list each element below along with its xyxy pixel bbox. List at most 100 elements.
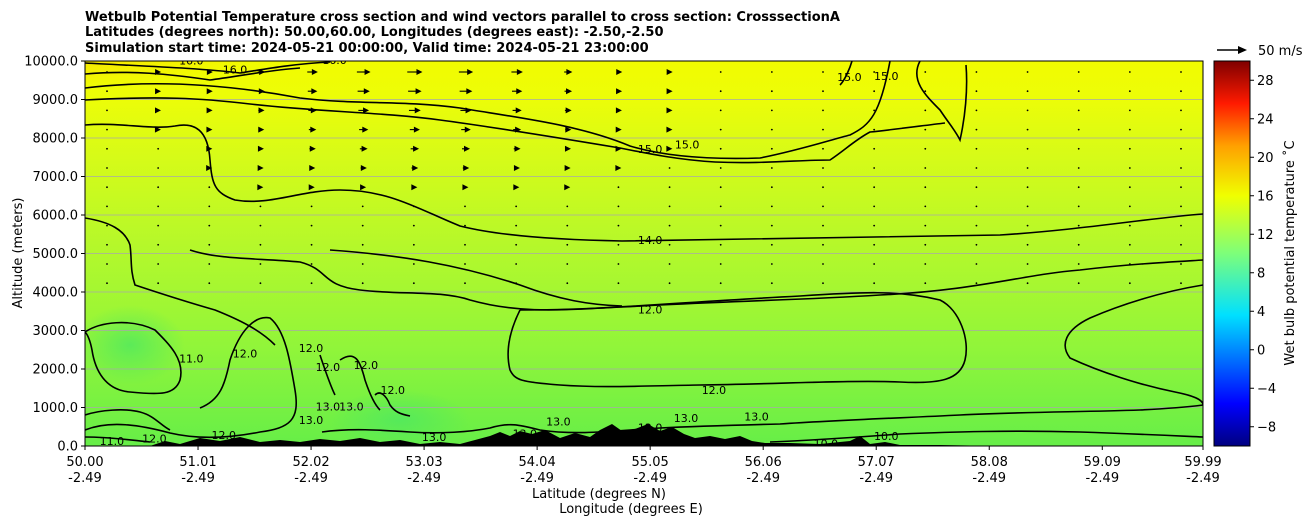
- wind-vector: [822, 128, 824, 131]
- x-tick-label-lat: 53.03: [405, 455, 442, 470]
- wind-vector: [208, 263, 211, 265]
- wind-vector: [617, 282, 620, 285]
- wind-vector: [975, 263, 978, 265]
- wind-vector: [1077, 243, 1080, 246]
- wind-vector: [822, 71, 824, 73]
- wind-vector: [770, 71, 773, 73]
- x-tick-label-lat: 57.07: [858, 455, 895, 470]
- wind-vector: [668, 224, 671, 227]
- wind-vector: [106, 128, 108, 131]
- wind-vector-head: [463, 165, 470, 171]
- wind-vector: [157, 282, 160, 285]
- wind-vector: [208, 186, 211, 189]
- wind-vector-head: [415, 88, 422, 95]
- wind-vector: [822, 90, 824, 93]
- wind-vector: [106, 205, 108, 208]
- contour-label: 16.0: [223, 63, 248, 76]
- wind-vector: [361, 224, 364, 227]
- wind-vector: [412, 263, 415, 265]
- wind-vector-head: [311, 69, 318, 75]
- wind-vector: [975, 205, 978, 208]
- contour-label: 10.0: [874, 430, 899, 443]
- contour-15: [85, 123, 1203, 242]
- colorbar-tick-label: 20: [1257, 151, 1274, 166]
- contour-12: [507, 291, 967, 388]
- wind-vector: [975, 147, 978, 150]
- wind-vector: [975, 128, 978, 131]
- wind-vector: [770, 263, 773, 265]
- wind-vector: [873, 205, 876, 208]
- x-tick-label-lon: -2.49: [520, 471, 554, 486]
- wind-vector-head: [564, 165, 571, 171]
- wind-vector: [259, 205, 262, 208]
- wind-vector: [106, 186, 108, 189]
- wind-vector: [157, 224, 160, 227]
- contour-label: 16.0: [322, 54, 347, 67]
- wind-vector-head: [515, 126, 522, 133]
- contour-label: 12.0: [316, 361, 341, 374]
- wind-vector: [924, 90, 927, 93]
- wind-vector: [873, 71, 876, 73]
- contour-label: 12.0: [354, 359, 379, 372]
- x-tick-label-lat: 56.06: [745, 455, 782, 470]
- wind-vector: [1077, 167, 1080, 169]
- wind-vector-head: [462, 184, 469, 191]
- wind-vector-head: [363, 88, 370, 95]
- wind-vector-head: [155, 69, 162, 75]
- wind-vector-head: [155, 88, 162, 95]
- x-tick-label-lon: -2.49: [859, 471, 893, 486]
- wind-vector-head: [666, 126, 673, 133]
- wind-vector-head: [206, 145, 213, 152]
- contour-label: 13.0: [744, 411, 769, 424]
- contour-label: 13.0: [513, 427, 538, 440]
- wind-vector-head: [416, 69, 423, 75]
- wind-vector-head: [514, 145, 521, 152]
- wind-vector: [1180, 282, 1182, 285]
- contour-12: [374, 392, 411, 417]
- wind-vector: [106, 109, 108, 112]
- wind-vector: [924, 205, 927, 208]
- wind-vector: [975, 109, 978, 112]
- wind-vector: [157, 263, 160, 265]
- contour-15: [839, 61, 853, 86]
- grid-lines: [85, 99, 1203, 408]
- wind-vector-head: [412, 165, 419, 171]
- wind-vector: [106, 90, 108, 93]
- x-axis-label-latitude: Latitude (degrees N): [532, 487, 666, 502]
- x-tick-label-lat: 54.04: [519, 455, 556, 470]
- y-tick-label: 2000.0: [33, 363, 79, 378]
- wind-vector: [1128, 90, 1131, 93]
- wind-vector: [617, 224, 620, 227]
- wind-vector-head: [154, 126, 161, 133]
- wind-vector: [464, 224, 466, 227]
- plot-area: 16.016.0 16.015.0 15.015.015.014.012.012.0…: [85, 54, 1203, 446]
- wind-vector: [310, 263, 313, 265]
- colorbar: −8 −4 0 4 8 12 16 20 24 28 Wet bulb potential tem…: [1213, 60, 1298, 447]
- contour-label: 13.0: [546, 416, 571, 429]
- wind-vector: [1128, 167, 1131, 169]
- wind-vector: [1180, 263, 1182, 265]
- terrain: [85, 424, 1203, 446]
- colorbar-tick-label: 28: [1257, 74, 1274, 89]
- wind-vector: [719, 263, 722, 265]
- wind-vector-head: [311, 88, 318, 95]
- contour-labels: 16.016.0 16.015.0 15.015.015.014.012.012.0…: [100, 54, 899, 446]
- wind-vector: [106, 224, 108, 227]
- wind-vector-head: [513, 165, 520, 171]
- wind-vector-head: [411, 184, 418, 191]
- wind-vector-head: [206, 69, 213, 75]
- wind-vector-head: [257, 184, 264, 191]
- wind-vector: [873, 90, 876, 93]
- wind-vector: [1180, 71, 1182, 73]
- wind-vector: [157, 186, 160, 189]
- wind-vector-head: [155, 107, 162, 114]
- wind-vector: [770, 147, 773, 150]
- wind-vector: [106, 263, 108, 265]
- wind-vector: [924, 243, 927, 246]
- x-tick-label-lon: -2.49: [972, 471, 1006, 486]
- wind-vector: [259, 224, 262, 227]
- wind-vector: [822, 167, 824, 169]
- contour-13: [85, 321, 182, 395]
- wind-vector: [515, 224, 518, 227]
